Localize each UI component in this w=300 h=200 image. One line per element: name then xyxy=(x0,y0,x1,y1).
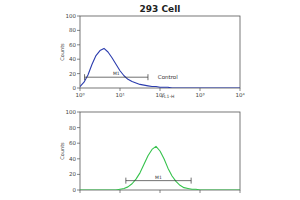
y-tick-label: 100 xyxy=(66,109,77,115)
title: 293 Cell xyxy=(140,4,181,14)
y-tick xyxy=(77,158,80,159)
gate-line xyxy=(85,77,148,78)
x-tick xyxy=(80,190,81,193)
y-tick-label: 100 xyxy=(66,13,77,19)
y-tick-label: 80 xyxy=(69,125,76,131)
y-tick-label: 60 xyxy=(69,140,76,146)
gate-start xyxy=(125,178,126,184)
histogram-line xyxy=(80,146,240,190)
x-tick xyxy=(160,88,161,91)
x-tick xyxy=(240,190,241,193)
y-tick xyxy=(77,44,80,45)
x-tick-label: 10⁴ xyxy=(235,92,245,98)
x-tick xyxy=(200,190,201,193)
y-axis-label: Counts xyxy=(59,43,65,61)
y-tick xyxy=(77,88,80,89)
plot-area xyxy=(80,146,240,190)
y-tick-label: 80 xyxy=(69,27,76,33)
annotation: Control xyxy=(158,74,178,80)
y-tick-label: 0 xyxy=(73,187,77,193)
histogram-line xyxy=(80,48,240,88)
y-axis-label: Counts xyxy=(59,142,65,160)
gate-line xyxy=(126,180,191,181)
plot-area xyxy=(80,48,240,88)
y-tick-label: 20 xyxy=(69,71,76,77)
x-tick-label: 10⁰ xyxy=(75,92,85,98)
y-tick-label: 40 xyxy=(69,56,76,62)
gate-end xyxy=(191,178,192,184)
y-tick xyxy=(77,127,80,128)
figure: 293 Cell02040608010010⁰10¹10²10³10⁴FL1-H… xyxy=(0,0,300,200)
y-tick xyxy=(77,16,80,17)
y-tick xyxy=(77,143,80,144)
y-tick xyxy=(77,59,80,60)
x-tick-label: 10³ xyxy=(195,92,204,98)
x-tick xyxy=(240,88,241,91)
y-tick-label: 60 xyxy=(69,42,76,48)
y-tick-label: 40 xyxy=(69,156,76,162)
x-tick xyxy=(200,88,201,91)
plot-frame xyxy=(80,112,240,190)
x-tick-label: 10¹ xyxy=(115,92,124,98)
y-tick-label: 20 xyxy=(69,171,76,177)
x-tick xyxy=(80,88,81,91)
plot-frame xyxy=(80,16,240,88)
y-tick xyxy=(77,190,80,191)
x-tick xyxy=(120,88,121,91)
y-tick xyxy=(77,30,80,31)
y-tick xyxy=(77,174,80,175)
gate-label: M1 xyxy=(155,175,162,180)
gate-label: M1 xyxy=(113,71,120,76)
x-axis-label: FL1-H xyxy=(162,94,175,99)
y-tick xyxy=(77,112,80,113)
gate-start xyxy=(84,74,85,80)
x-tick xyxy=(120,190,121,193)
y-tick xyxy=(77,73,80,74)
gate-end xyxy=(147,74,148,80)
x-tick xyxy=(160,190,161,193)
y-tick-label: 0 xyxy=(73,85,77,91)
